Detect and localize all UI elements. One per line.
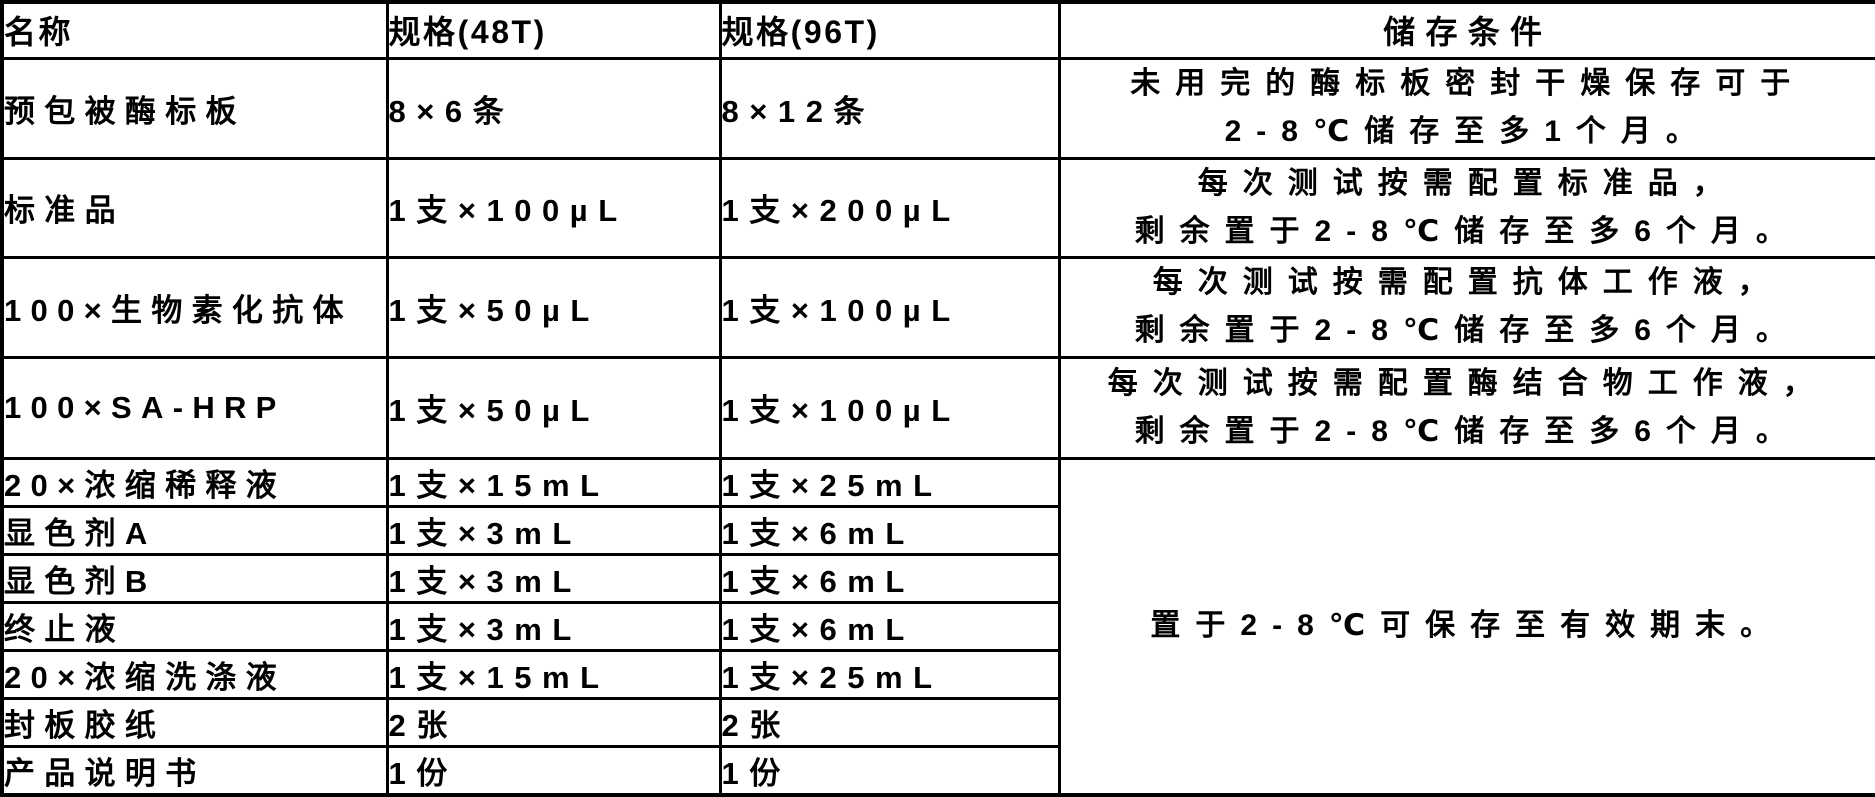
table-row: 100×生物素化抗体 1支×50µL 1支×100µL 每次测试按需配置抗体工作…: [0, 255, 1875, 359]
header-spec-96t: 规格(96T): [718, 0, 1061, 60]
table-row: 显色剂B 1支×3mL 1支×6mL: [0, 552, 1875, 604]
cell-spec-48t: 2张: [385, 696, 722, 748]
cell-name: 终止液: [0, 600, 389, 652]
cell-name: 显色剂B: [0, 552, 389, 604]
cell-spec-96t: 1支×6mL: [718, 552, 1061, 604]
cell-name: 100×SA-HRP: [0, 355, 389, 460]
cell-name: 20×浓缩洗涤液: [0, 648, 389, 700]
header-name: 名称: [0, 0, 389, 60]
table-row: 预包被酶标板 8×6条 8×12条 未用完的酶标板密封干燥保存可于 2-8℃储存…: [0, 56, 1875, 160]
cell-spec-48t: 1支×3mL: [385, 600, 722, 652]
cell-spec-48t: 1支×100µL: [385, 156, 722, 259]
cell-spec-48t: 8×6条: [385, 56, 722, 160]
cell-spec-48t: 1支×3mL: [385, 552, 722, 604]
header-storage: 储存条件: [1057, 0, 1875, 60]
cell-spec-96t: 1份: [718, 744, 1061, 796]
cell-name: 封板胶纸: [0, 696, 389, 748]
cell-spec-96t: 1支×6mL: [718, 600, 1061, 652]
cell-storage: 每次测试按需配置标准品， 剩余置于2-8℃储存至多6个月。: [1057, 156, 1875, 259]
table-row: 100×SA-HRP 1支×50µL 1支×100µL 每次测试按需配置酶结合物…: [0, 355, 1875, 460]
cell-spec-96t: 1支×6mL: [718, 504, 1061, 556]
table-row: 终止液 1支×3mL 1支×6mL: [0, 600, 1875, 652]
cell-name: 预包被酶标板: [0, 56, 389, 160]
cell-spec-96t: 2张: [718, 696, 1061, 748]
cell-spec-96t: 1支×100µL: [718, 355, 1061, 460]
cell-spec-96t: 1支×100µL: [718, 255, 1061, 359]
table-row: 20×浓缩洗涤液 1支×15mL 1支×25mL: [0, 648, 1875, 700]
table-row: 显色剂A 1支×3mL 1支×6mL: [0, 504, 1875, 556]
cell-spec-96t: 8×12条: [718, 56, 1061, 160]
cell-storage: 未用完的酶标板密封干燥保存可于 2-8℃储存至多1个月。: [1057, 56, 1875, 160]
table-header-row: 名称 规格(48T) 规格(96T) 储存条件: [0, 0, 1875, 60]
cell-name: 20×浓缩稀释液: [0, 456, 389, 508]
cell-spec-48t: 1支×15mL: [385, 456, 722, 508]
merged-storage-cell: 置于2-8℃可保存至有效期末。: [1057, 456, 1875, 796]
cell-storage: 每次测试按需配置抗体工作液， 剩余置于2-8℃储存至多6个月。: [1057, 255, 1875, 359]
cell-spec-48t: 1支×3mL: [385, 504, 722, 556]
cell-spec-96t: 1支×25mL: [718, 648, 1061, 700]
cell-spec-48t: 1支×50µL: [385, 355, 722, 460]
cell-name: 显色剂A: [0, 504, 389, 556]
cell-spec-96t: 1支×200µL: [718, 156, 1061, 259]
cell-name: 标准品: [0, 156, 389, 259]
cell-spec-48t: 1支×15mL: [385, 648, 722, 700]
cell-storage: 每次测试按需配置酶结合物工作液， 剩余置于2-8℃储存至多6个月。: [1057, 355, 1875, 460]
cell-name: 100×生物素化抗体: [0, 255, 389, 359]
cell-name: 产品说明书: [0, 744, 389, 796]
header-spec-48t: 规格(48T): [385, 0, 722, 60]
cell-spec-48t: 1支×50µL: [385, 255, 722, 359]
cell-spec-96t: 1支×25mL: [718, 456, 1061, 508]
table-row: 标准品 1支×100µL 1支×200µL 每次测试按需配置标准品， 剩余置于2…: [0, 156, 1875, 259]
cell-spec-48t: 1份: [385, 744, 722, 796]
table-row: 封板胶纸 2张 2张: [0, 696, 1875, 748]
table-row: 20×浓缩稀释液 1支×15mL 1支×25mL 置于2-8℃可保存至有效期末。: [0, 456, 1875, 796]
